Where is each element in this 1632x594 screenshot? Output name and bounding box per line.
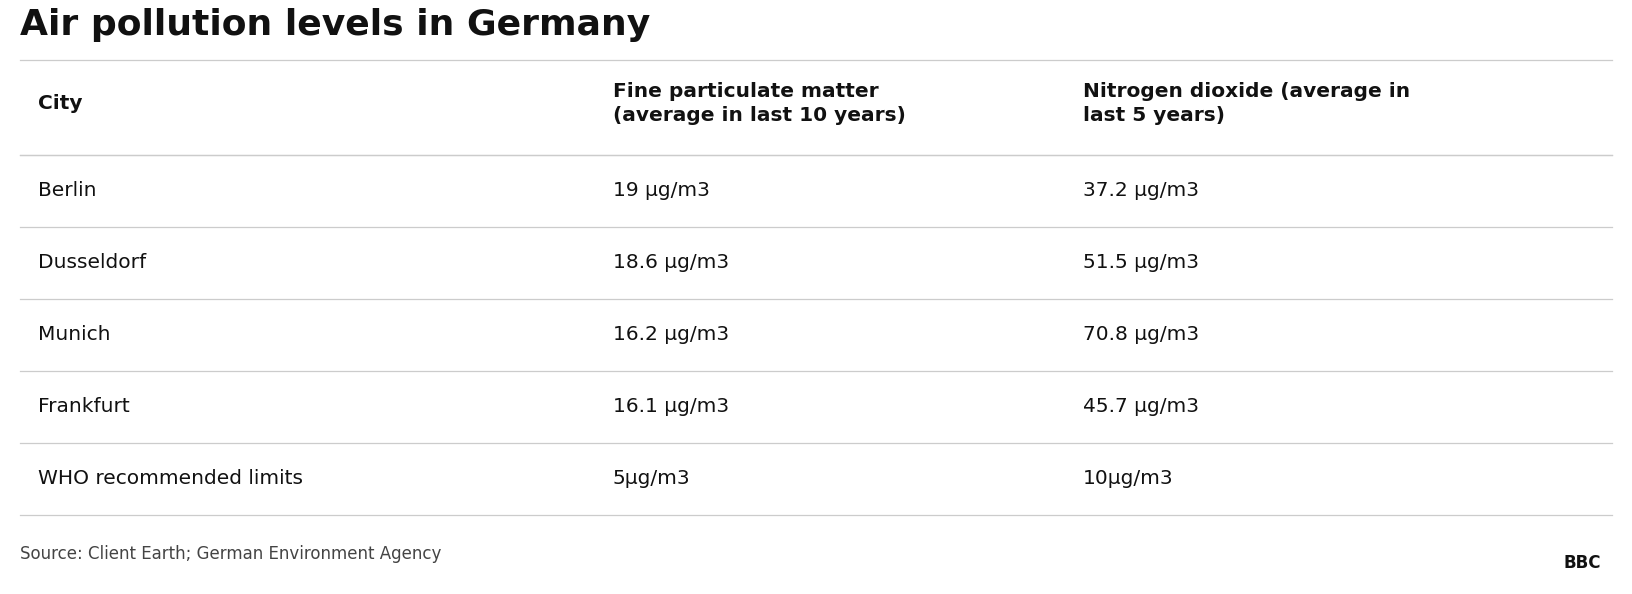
Text: 45.7 μg/m3: 45.7 μg/m3 [1084, 397, 1200, 416]
Text: 18.6 μg/m3: 18.6 μg/m3 [614, 254, 730, 273]
Text: Air pollution levels in Germany: Air pollution levels in Germany [20, 8, 650, 42]
Text: Munich: Munich [38, 326, 111, 345]
Text: 5μg/m3: 5μg/m3 [614, 469, 690, 488]
Text: 16.2 μg/m3: 16.2 μg/m3 [614, 326, 730, 345]
Text: City: City [38, 94, 83, 113]
Text: Source: Client Earth; German Environment Agency: Source: Client Earth; German Environment… [20, 545, 441, 563]
Text: 70.8 μg/m3: 70.8 μg/m3 [1084, 326, 1200, 345]
Text: 19 μg/m3: 19 μg/m3 [614, 182, 710, 201]
Text: Dusseldorf: Dusseldorf [38, 254, 147, 273]
Text: WHO recommended limits: WHO recommended limits [38, 469, 304, 488]
Text: 37.2 μg/m3: 37.2 μg/m3 [1084, 182, 1200, 201]
Text: Frankfurt: Frankfurt [38, 397, 131, 416]
Text: 10μg/m3: 10μg/m3 [1084, 469, 1173, 488]
Text: Berlin: Berlin [38, 182, 96, 201]
Text: BBC: BBC [1563, 554, 1601, 572]
Text: Fine particulate matter
(average in last 10 years): Fine particulate matter (average in last… [614, 82, 906, 125]
Text: Nitrogen dioxide (average in
last 5 years): Nitrogen dioxide (average in last 5 year… [1084, 82, 1410, 125]
Text: 51.5 μg/m3: 51.5 μg/m3 [1084, 254, 1200, 273]
Text: 16.1 μg/m3: 16.1 μg/m3 [614, 397, 730, 416]
